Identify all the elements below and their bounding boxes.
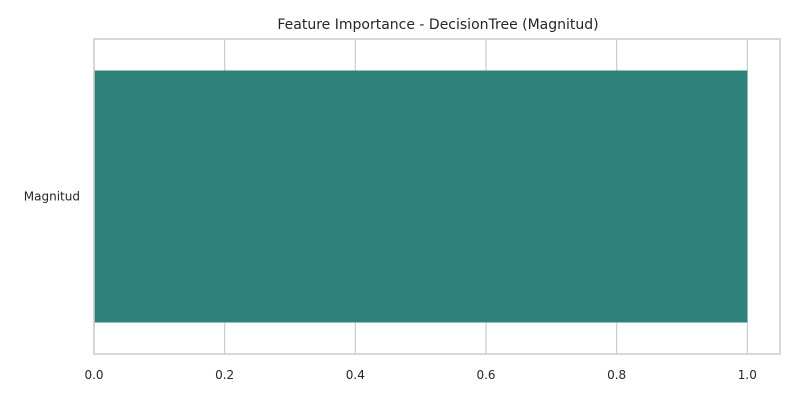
x-tick-label: 0.2 (215, 368, 234, 382)
y-tick-label: Magnitud (24, 190, 80, 204)
x-tick-label: 0.4 (346, 368, 365, 382)
x-tick-label: 0.0 (84, 368, 103, 382)
plot-frame (93, 38, 781, 355)
x-axis-ticks: 0.0 0.2 0.4 0.6 0.8 1.0 (84, 368, 756, 382)
chart-title: Feature Importance - DecisionTree (Magni… (277, 17, 598, 33)
x-tick-label: 0.8 (607, 368, 626, 382)
x-tick-label: 1.0 (738, 368, 757, 382)
bars (94, 70, 748, 323)
y-axis-ticks: Magnitud (24, 190, 80, 204)
x-tick-label: 0.6 (476, 368, 495, 382)
bar (94, 70, 748, 323)
